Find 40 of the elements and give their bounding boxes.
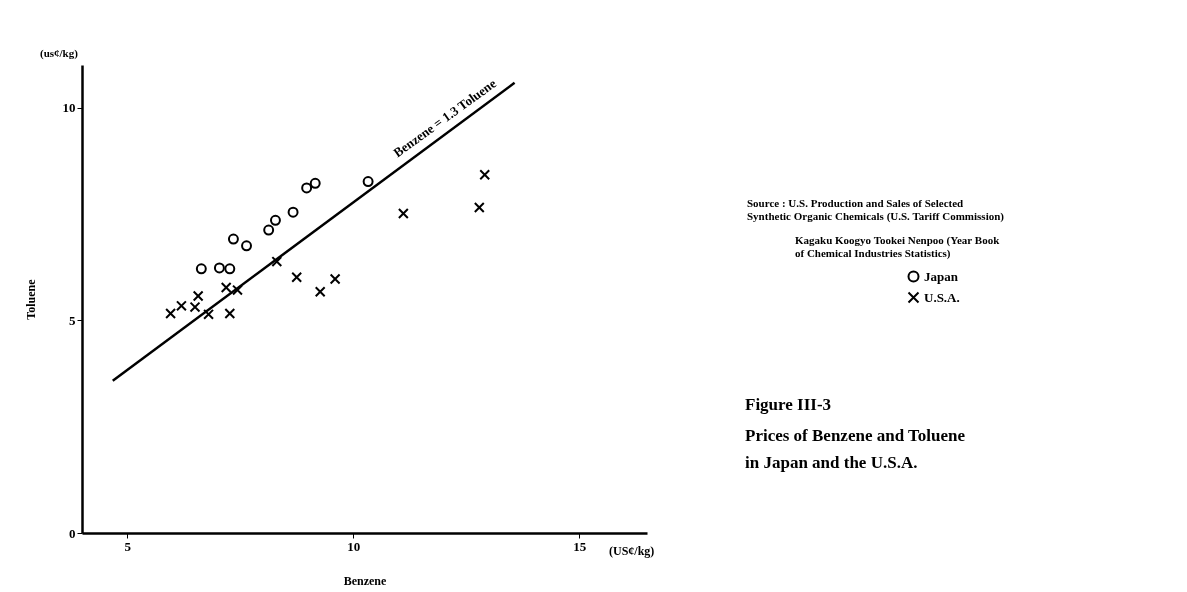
point [362, 176, 374, 188]
point [263, 224, 275, 236]
point [287, 206, 299, 218]
point [224, 263, 236, 275]
legend-label: Japan [924, 268, 959, 284]
point [189, 301, 201, 313]
point [213, 262, 225, 274]
x-tick-label: 5 [124, 538, 132, 554]
point [329, 273, 341, 285]
point [271, 256, 283, 268]
x-tick-label: 10 [347, 538, 361, 554]
source-note: Source : U.S. Production and Sales of Selected Synthetic Organic Chemicals (U.S. Tariff Commission) [747, 197, 1005, 223]
point [473, 202, 485, 213]
point [301, 182, 313, 194]
x-axis-title: Benzene [343, 573, 387, 588]
point [397, 208, 409, 219]
point [241, 240, 252, 252]
point [203, 308, 215, 320]
y-axis-title: Toluene [23, 278, 38, 320]
point [269, 214, 281, 226]
y-tick-label: 0 [69, 525, 76, 541]
y-tick-label: 10 [62, 100, 76, 116]
point [195, 263, 207, 275]
y-tick-label: 5 [69, 312, 76, 328]
point [192, 290, 204, 302]
point [314, 286, 326, 298]
point [175, 300, 187, 312]
point [291, 271, 303, 283]
text: (us¢/kg) [40, 47, 79, 60]
point [227, 233, 239, 245]
text: Prices of Benzene and Toluene in Japan and the U.S.A. [745, 426, 966, 472]
text: Figure III-3 [745, 395, 832, 414]
x-tick-label: 15 [573, 538, 587, 554]
legend-label: U.S.A. [924, 289, 960, 305]
point [224, 307, 236, 319]
text: (US¢/kg) [609, 544, 655, 558]
point [165, 307, 177, 319]
point [479, 169, 491, 181]
point [309, 177, 321, 189]
text: Kagaku Koogyo Tookei Nenpoo (Year Book of Chemical Industries Statistics) [795, 234, 1001, 260]
